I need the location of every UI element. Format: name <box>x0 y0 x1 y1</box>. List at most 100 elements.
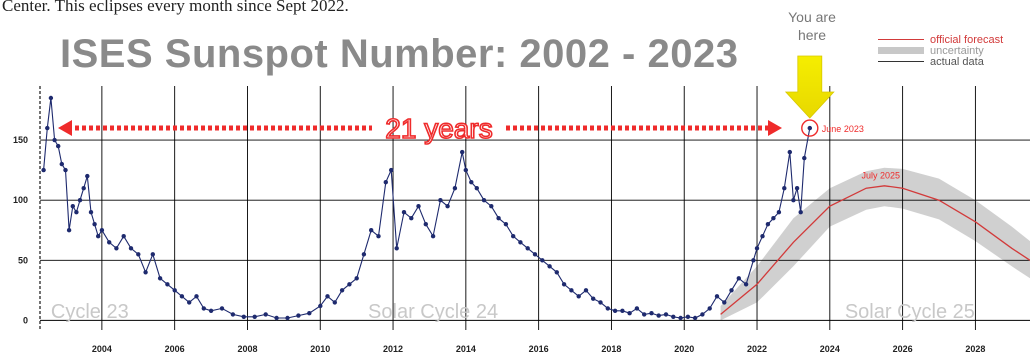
data-point <box>729 288 734 293</box>
data-point <box>107 240 112 245</box>
y-tick-label: 100 <box>13 195 28 205</box>
legend-item-uncertainty: uncertainty <box>878 45 1003 57</box>
data-point <box>634 306 640 311</box>
data-point <box>554 270 559 275</box>
data-point <box>620 308 625 313</box>
data-point <box>503 222 509 227</box>
data-point <box>325 294 330 299</box>
data-point <box>430 234 436 239</box>
data-point <box>194 294 199 299</box>
caption-text: Center. This eclipses every month since … <box>2 0 349 15</box>
data-point <box>114 246 119 251</box>
data-point <box>45 125 50 131</box>
current-point-label: June 2023 <box>822 124 864 134</box>
data-point <box>274 315 279 321</box>
data-point <box>361 252 367 257</box>
grid-layer <box>39 86 1030 330</box>
cycle-23-label: Cycle 23 <box>51 301 129 323</box>
data-point <box>760 234 765 239</box>
legend-swatch-forecast <box>878 39 924 40</box>
x-tick-label: 2016 <box>529 344 549 354</box>
data-point <box>791 198 796 203</box>
data-point <box>776 210 782 215</box>
annotation-layer: 21 years June 2023 July 2025 <box>58 55 901 181</box>
cycle-25-label: Solar Cycle 25 <box>845 301 975 323</box>
data-point <box>354 276 359 281</box>
data-point <box>569 288 574 293</box>
data-point <box>663 312 669 317</box>
data-point <box>179 294 185 299</box>
forecast-peak-label: July 2025 <box>862 171 901 181</box>
y-tick-label: 0 <box>23 315 28 325</box>
data-point <box>401 210 407 215</box>
data-point <box>591 296 596 301</box>
data-point <box>56 143 61 149</box>
data-point <box>722 300 727 305</box>
data-point <box>85 173 90 179</box>
data-point <box>263 312 268 317</box>
data-point <box>187 300 192 305</box>
data-point <box>463 167 468 173</box>
legend-item-forecast: official forecast <box>878 34 1003 46</box>
data-point <box>241 314 246 319</box>
data-point <box>128 246 134 251</box>
span-arrowhead-right <box>768 120 782 136</box>
data-point <box>332 300 337 305</box>
data-point <box>518 240 523 245</box>
chart-title: ISES Sunspot Number: 2002 - 2023 <box>60 32 739 76</box>
x-tick-label: 2010 <box>310 344 330 354</box>
data-point <box>219 306 225 311</box>
uncertainty-band <box>720 167 1030 321</box>
data-point <box>423 222 428 227</box>
legend-label-actual: actual data <box>930 55 984 68</box>
data-point <box>70 204 76 209</box>
data-point <box>230 312 236 317</box>
data-point <box>561 282 567 287</box>
legend-swatch-actual <box>878 61 924 62</box>
data-point <box>74 210 79 215</box>
data-point <box>700 312 705 317</box>
data-point <box>496 216 501 221</box>
x-tick-label: 2024 <box>820 344 840 354</box>
data-point <box>99 228 105 233</box>
data-point <box>642 312 647 317</box>
data-point <box>452 186 458 191</box>
x-tick-label: 2018 <box>601 344 621 354</box>
data-points-layer <box>41 95 812 321</box>
data-point <box>782 186 787 191</box>
data-point <box>511 234 516 239</box>
x-tick-label: 2020 <box>674 344 694 354</box>
data-point <box>81 186 86 191</box>
data-point <box>627 311 632 316</box>
data-point <box>474 186 479 191</box>
data-point <box>96 234 101 239</box>
data-point <box>532 252 538 257</box>
data-point <box>389 167 394 173</box>
data-point <box>121 234 126 239</box>
data-point <box>318 303 323 309</box>
data-point <box>605 306 610 311</box>
data-point <box>150 252 155 257</box>
uncertainty-band-layer <box>720 167 1030 321</box>
data-point <box>656 313 661 318</box>
data-point <box>714 294 720 299</box>
y-tick-label: 50 <box>18 255 28 265</box>
data-lines-layer <box>43 97 1030 319</box>
data-point <box>383 180 388 185</box>
forecast-line <box>720 185 1030 315</box>
data-point <box>765 222 771 227</box>
data-point <box>59 161 64 167</box>
you-are-here-label: You are here <box>788 9 836 43</box>
data-point <box>460 149 465 155</box>
data-point <box>165 282 170 287</box>
data-point <box>685 314 691 319</box>
data-point <box>481 198 487 203</box>
data-point <box>469 180 474 185</box>
data-point <box>157 276 163 281</box>
x-tick-label: 2004 <box>92 344 112 354</box>
x-tick-label: 2008 <box>237 344 257 354</box>
x-tick-label: 2028 <box>965 344 985 354</box>
data-point <box>736 276 741 281</box>
span-label-21-years: 21 years <box>385 113 492 144</box>
